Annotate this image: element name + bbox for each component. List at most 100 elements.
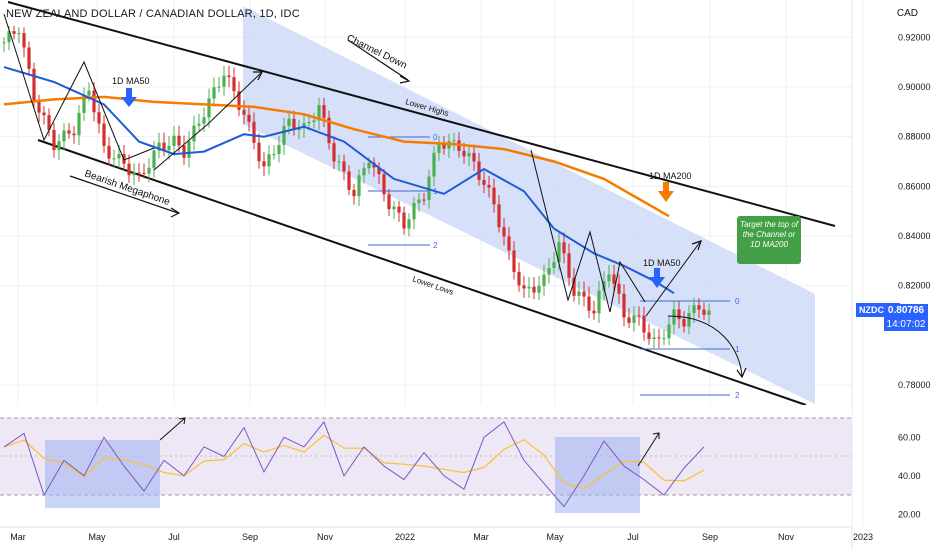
fib-upper-1: 1 [433, 187, 438, 196]
candle-body [582, 291, 586, 297]
candle-body [407, 219, 411, 229]
fib-lower-2: 2 [735, 391, 740, 400]
candle-body [177, 135, 181, 146]
time-tick-label: Jul [168, 532, 180, 542]
downside-arrow-line [667, 315, 743, 377]
candle-body [192, 125, 196, 142]
candle-body [707, 310, 711, 315]
candle-body [392, 206, 396, 210]
candle-body [67, 130, 71, 134]
rsi-arrow-1 [159, 417, 186, 441]
candle-body [207, 98, 211, 118]
candle-body [237, 91, 241, 110]
candle-body [547, 268, 551, 275]
target-callout: Target the top of the Channel or 1D MA20… [737, 216, 801, 264]
candle-body [312, 120, 316, 122]
candle-body [142, 173, 146, 175]
candle-body [197, 123, 201, 126]
candle-body [387, 194, 391, 210]
candle-body [682, 319, 686, 327]
time-axis[interactable]: Mar May Jul Sep Nov 2022 Mar May Jul Sep Nov 2023 [10, 532, 873, 542]
candle-body [442, 143, 446, 149]
ma50-line [3, 66, 675, 295]
candle-body [632, 315, 636, 323]
zigzag-2022 [530, 149, 646, 313]
candle-body [347, 171, 351, 190]
candle-body [277, 144, 281, 155]
candle-body [147, 167, 151, 174]
candle-body [367, 162, 371, 169]
time-tick-label: Sep [702, 532, 718, 542]
candle-body [607, 274, 611, 282]
candle-body [132, 172, 136, 176]
candle-body [152, 150, 156, 168]
fib-lower-1: 1 [735, 345, 740, 354]
candle-body [82, 95, 86, 113]
rsi-axis: 60.00 40.00 20.00 [898, 432, 921, 519]
candle-body [32, 68, 36, 102]
candle-body [342, 161, 346, 172]
time-tick-label: Nov [317, 532, 334, 542]
time-tick-label: 2022 [395, 532, 415, 542]
ma50-label-2: 1D MA50 [643, 258, 681, 268]
candle-body [187, 141, 191, 158]
candle-body [2, 42, 6, 44]
candle-body [697, 305, 701, 310]
ma200-label: 1D MA200 [649, 171, 692, 181]
candle-body [427, 176, 431, 200]
candle-body [497, 204, 501, 228]
candle-body [647, 332, 651, 340]
fib-upper-0: 0 [433, 133, 438, 142]
ma50-label-1: 1D MA50 [112, 76, 150, 86]
candle-body [617, 283, 621, 294]
time-tick-label: Nov [778, 532, 795, 542]
candle-body [412, 203, 416, 220]
megaphone-arrow-line [69, 175, 179, 214]
lower-lows-trendline [37, 139, 807, 406]
candle-body [352, 189, 356, 197]
candle-body [37, 101, 41, 113]
candle-body [687, 313, 691, 327]
candle-body [307, 121, 311, 124]
ma200-line [3, 95, 670, 218]
candle-body [452, 140, 456, 142]
candle-body [437, 143, 441, 153]
candle-body [482, 179, 486, 185]
candle-body [77, 112, 81, 136]
ma200-arrow-icon [658, 182, 674, 202]
candle-body [527, 286, 531, 289]
candle-body [382, 174, 386, 195]
candle-body [622, 293, 626, 318]
candle-body [702, 309, 706, 315]
candle-body [322, 105, 326, 118]
zigzag-2021 [3, 13, 155, 161]
candle-body [47, 115, 51, 130]
candle-body [297, 128, 301, 131]
price-tick-label: 0.78000 [898, 380, 931, 390]
ma50-arrow-icon-1 [121, 88, 137, 107]
candle-body [22, 33, 26, 48]
candle-body [572, 277, 576, 296]
candle-body [317, 105, 321, 121]
candle-body [577, 291, 581, 296]
rsi-line [3, 420, 705, 508]
price-tick-label: 0.90000 [898, 82, 931, 92]
price-axis[interactable]: 0.92000 0.90000 0.88000 0.86000 0.84000 0.820… [898, 32, 931, 390]
candle-body [267, 154, 271, 167]
candle-body [202, 117, 206, 124]
fib-upper-2: 2 [433, 241, 438, 250]
candle-body [212, 87, 216, 99]
candle-body [52, 129, 56, 151]
candle-body [167, 145, 171, 151]
candle-body [42, 112, 46, 116]
rsi-box-2021 [45, 440, 160, 508]
rsi-arrow-2-head [652, 432, 660, 439]
candle-body [362, 168, 366, 176]
candle-body [127, 163, 131, 176]
rsi-arrow-1-head [178, 417, 186, 425]
candle-body [222, 75, 226, 87]
candle-body [157, 142, 161, 151]
candle-body [137, 172, 141, 174]
candle-body [522, 285, 526, 289]
